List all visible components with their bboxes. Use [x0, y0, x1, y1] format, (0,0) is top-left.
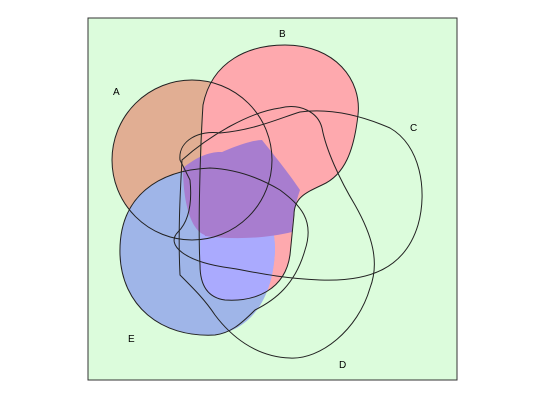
set-e-label: E	[128, 334, 135, 345]
set-c-outline	[173, 110, 423, 281]
set-b-outline	[198, 44, 359, 301]
set-e-outline	[119, 167, 309, 336]
set-a-outline	[111, 79, 273, 241]
set-c-label: C	[410, 123, 417, 134]
set-d-label: D	[339, 360, 346, 371]
set-d-outline	[178, 106, 375, 359]
set-b-label: B	[279, 29, 286, 40]
central-overlap-region	[199, 140, 300, 239]
set-a-label: A	[113, 87, 120, 98]
